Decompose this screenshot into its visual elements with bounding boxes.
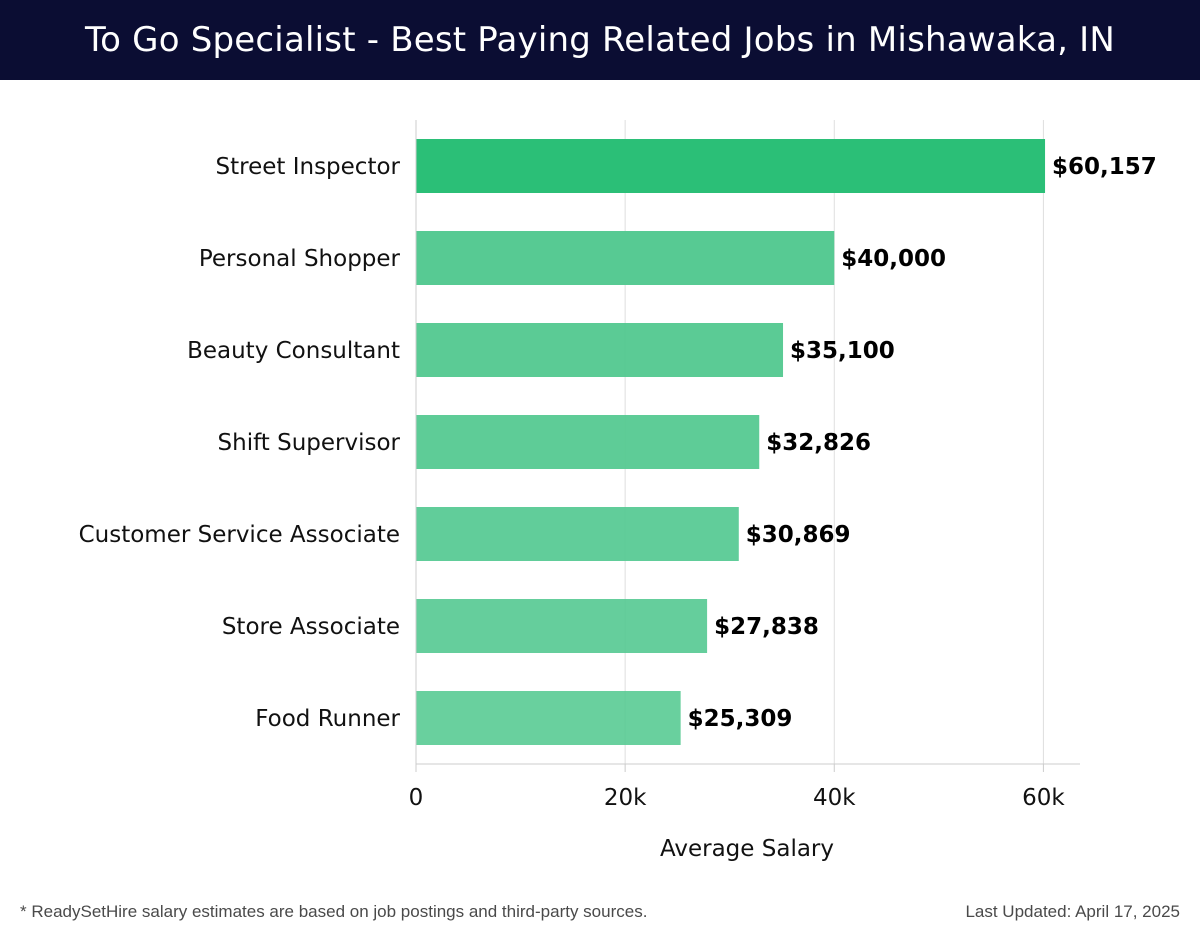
axes: 0 20k 40k 60k Street Inspector Personal Shopp… bbox=[79, 120, 1080, 811]
category-label: Street Inspector bbox=[216, 154, 401, 180]
value-label: $60,157 bbox=[1052, 154, 1157, 180]
bar bbox=[416, 507, 739, 561]
bar bbox=[416, 139, 1046, 193]
value-label: $40,000 bbox=[841, 246, 946, 272]
x-axis-label: Average Salary bbox=[660, 836, 834, 862]
bars: $60,157 $40,000 $35,100 $32,826 $30,869 $27,8… bbox=[416, 139, 1157, 745]
value-label: $35,100 bbox=[790, 338, 895, 364]
footer-note: * ReadySetHire salary estimates are base… bbox=[20, 902, 648, 921]
bar bbox=[416, 231, 835, 285]
salary-bar-chart: $60,157 $40,000 $35,100 $32,826 $30,869 $27,8… bbox=[79, 120, 1157, 862]
bar bbox=[416, 415, 760, 469]
value-label: $25,309 bbox=[688, 706, 793, 732]
footer: * ReadySetHire salary estimates are base… bbox=[0, 898, 1200, 928]
bar bbox=[416, 599, 708, 653]
last-updated: Last Updated: April 17, 2025 bbox=[965, 902, 1180, 921]
value-label: $30,869 bbox=[746, 522, 851, 548]
value-label: $32,826 bbox=[766, 430, 871, 456]
category-label: Customer Service Associate bbox=[79, 522, 400, 548]
title-bar: To Go Specialist - Best Paying Related J… bbox=[0, 0, 1200, 80]
x-tick-label: 0 bbox=[409, 785, 424, 811]
category-label: Personal Shopper bbox=[199, 246, 401, 272]
category-label: Store Associate bbox=[222, 614, 400, 640]
bar bbox=[416, 691, 681, 745]
bar bbox=[416, 323, 784, 377]
category-label: Shift Supervisor bbox=[218, 430, 401, 456]
page-title: To Go Specialist - Best Paying Related J… bbox=[84, 20, 1116, 60]
value-label: $27,838 bbox=[714, 614, 819, 640]
category-label: Food Runner bbox=[255, 706, 400, 732]
category-label: Beauty Consultant bbox=[187, 338, 400, 364]
x-tick-label: 20k bbox=[604, 785, 647, 811]
x-tick-label: 40k bbox=[813, 785, 856, 811]
x-tick-label: 60k bbox=[1022, 785, 1065, 811]
